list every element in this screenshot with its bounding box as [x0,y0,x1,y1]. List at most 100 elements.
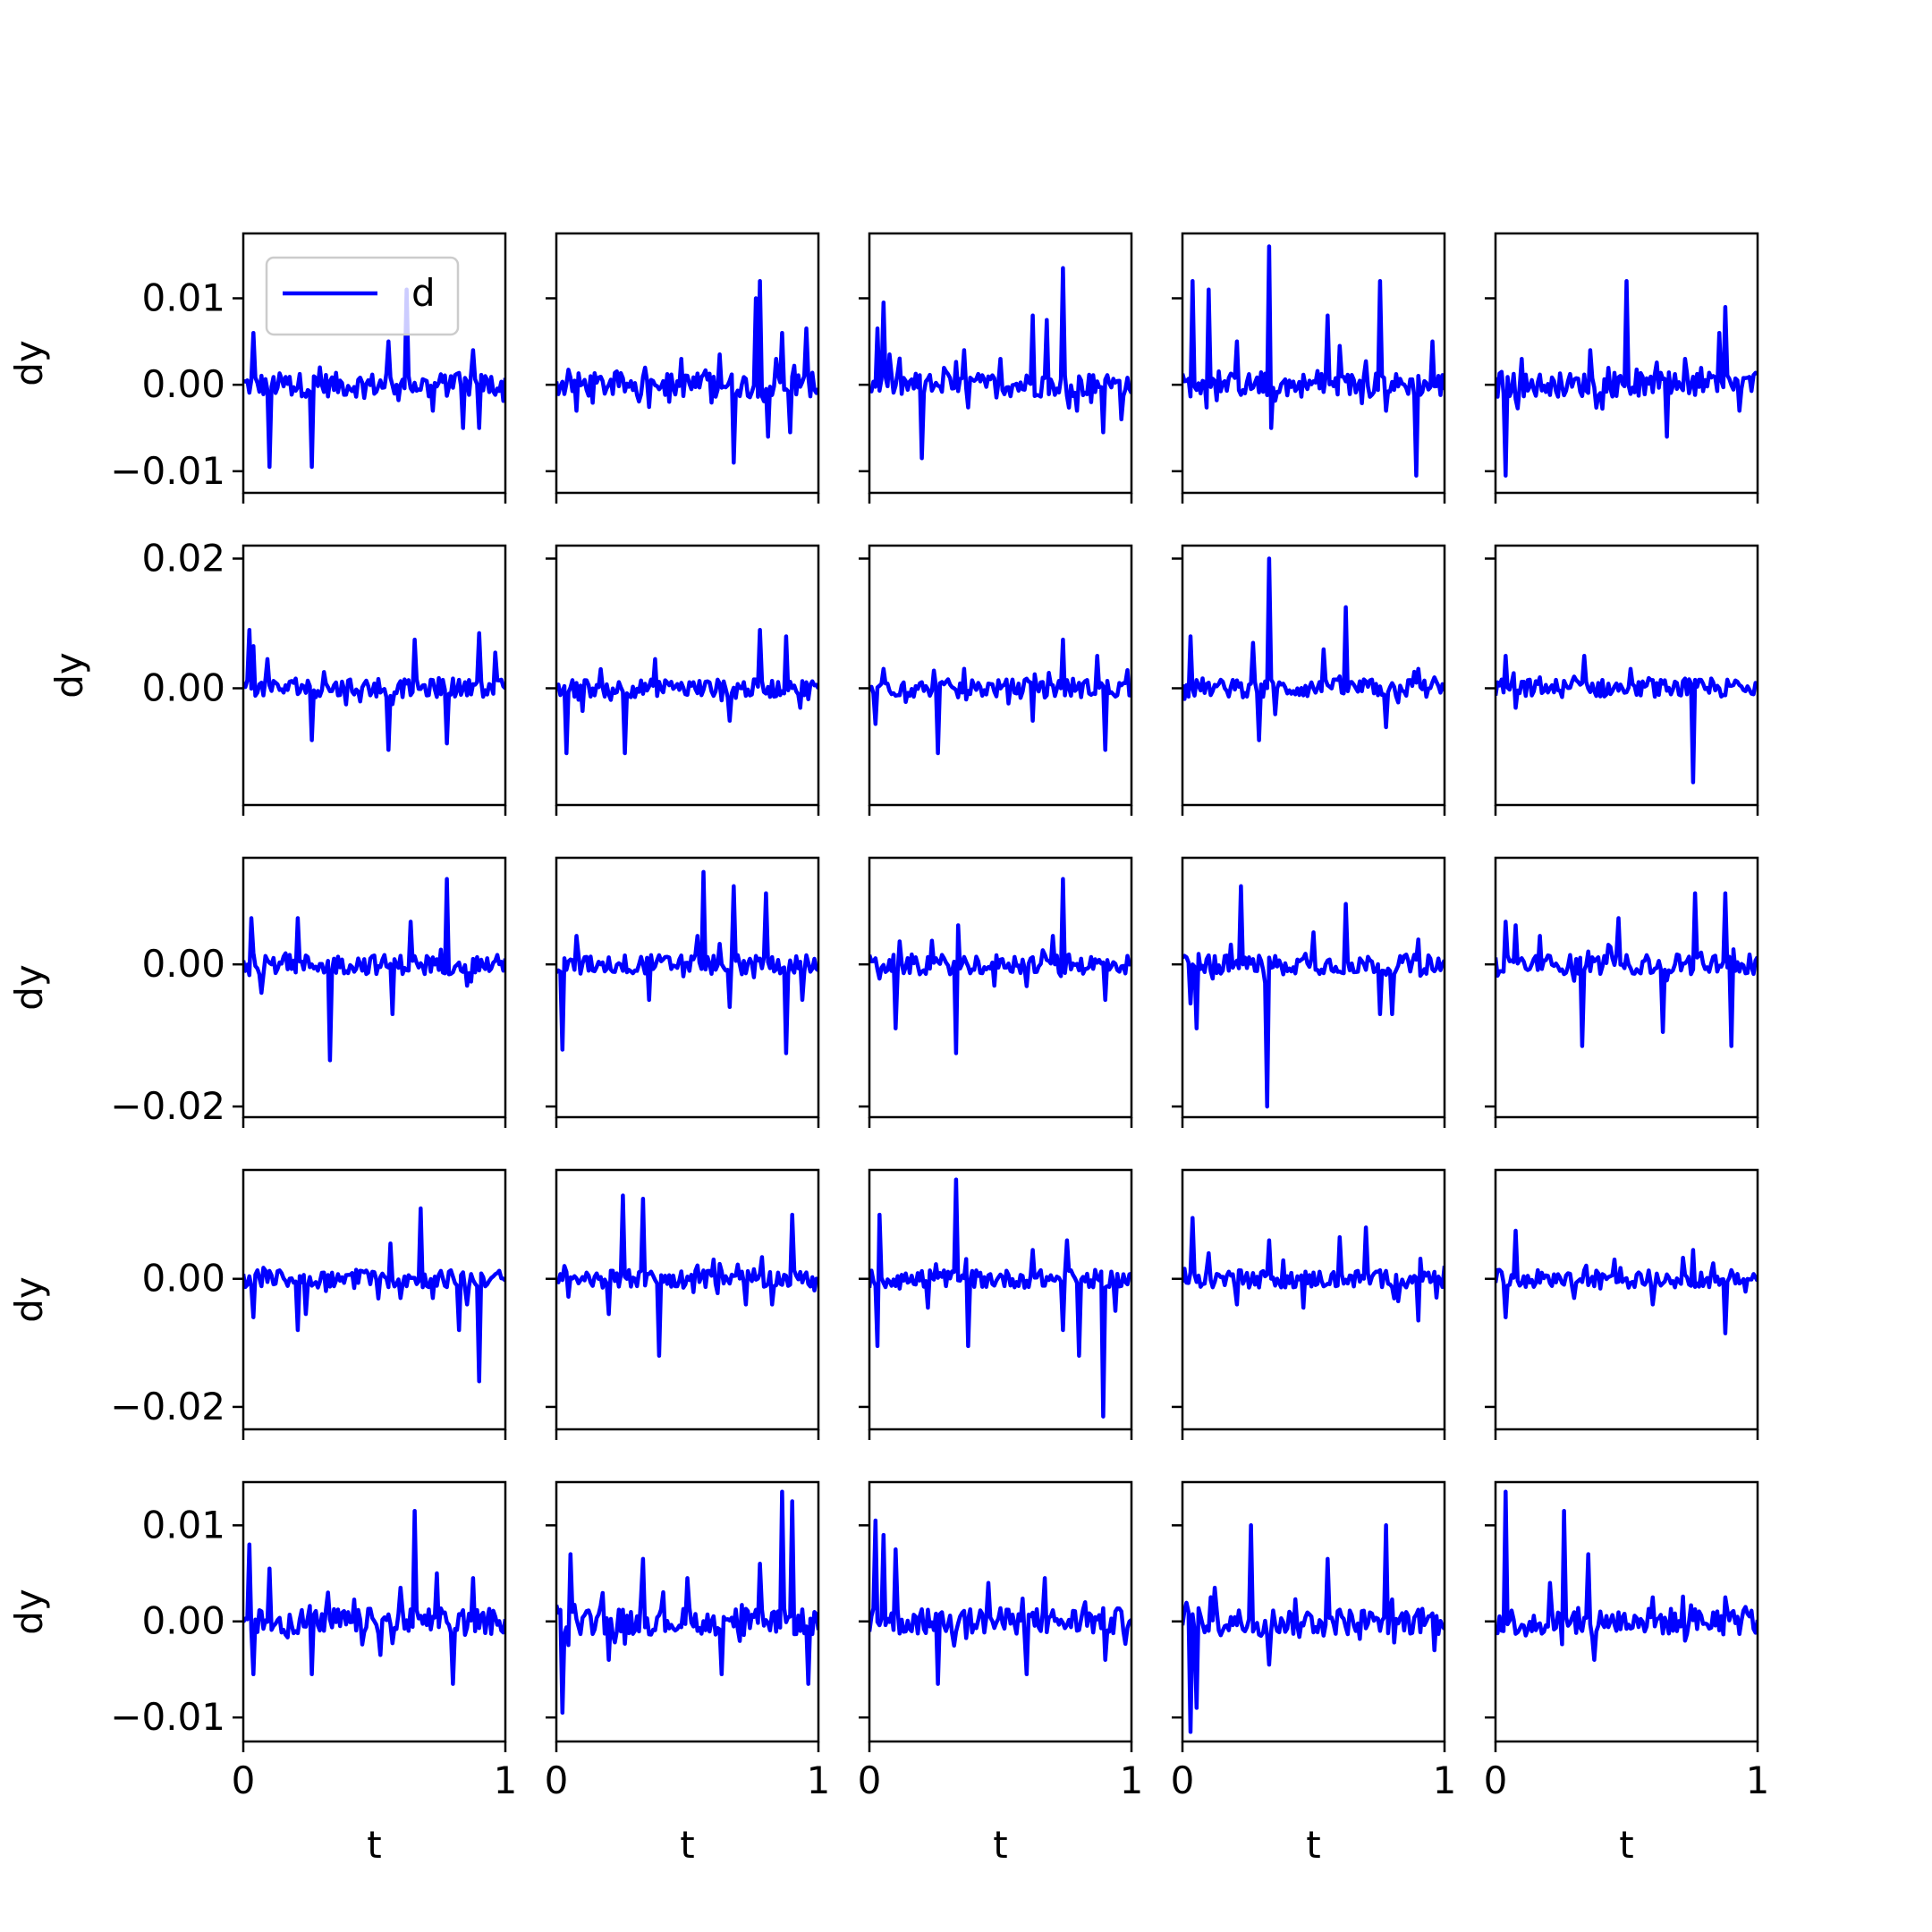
series-line-d [243,877,505,1063]
subplot-r1-c5 [1485,232,1759,504]
y-axis-label: dy [7,340,51,386]
series-line-d [869,1518,1131,1686]
axes-frame [555,1168,820,1431]
subplot-r4-c4 [1172,1168,1446,1440]
x-tick-label: 0 [1171,1758,1195,1802]
subplot-r3-c3 [859,856,1133,1128]
subplot-r2-c4 [1172,544,1446,816]
series-line-d [1182,1523,1445,1734]
subplot-r3-c1: −0.02 0.00 dy [7,856,507,1128]
series-line-d [869,1177,1131,1419]
x-tick-label: 1 [494,1758,518,1802]
subplot-r3-c2 [546,856,820,1128]
subplot-r4-c2 [546,1168,820,1440]
axes-frame [1181,544,1446,807]
subplot-r5-c2: 0 1 t [545,1480,831,1867]
axes-frame [1181,232,1446,495]
y-tick-label: −0.01 [110,1695,225,1739]
axes-frame [555,1480,820,1743]
subplot-r1-c1: −0.01 0.00 0.01 dy [7,232,507,504]
x-axis-label: t [1619,1823,1633,1867]
axes-frame [1494,1480,1759,1743]
y-tick-label: 0.01 [141,1503,225,1546]
subplot-r1-c3 [859,232,1133,504]
subplot-r4-c5 [1485,1168,1759,1440]
axes-frame [868,1168,1133,1431]
axes-frame [1181,1480,1446,1743]
x-tick-label: 1 [807,1758,831,1802]
axes-frame [242,232,507,495]
axes-frame [555,544,820,807]
subplot-r3-c5 [1485,856,1759,1128]
series-line-d [1182,556,1445,742]
legend-label: d [411,271,436,315]
y-tick-label: 0.00 [141,942,225,986]
subplot-r5-c5: 0 1 t [1484,1480,1770,1867]
subplot-r2-c1: 0.00 0.02 dy [47,537,507,816]
x-tick-label: 1 [1120,1758,1144,1802]
series-line-d [869,266,1131,461]
series-line-d [1496,278,1758,478]
series-line-d [556,278,818,465]
y-tick-label: −0.02 [110,1385,225,1428]
series-line-d [1182,884,1445,1109]
x-axis-label: t [993,1823,1007,1867]
axes-frame [1494,1168,1759,1431]
subplot-r5-c4: 0 1 t [1171,1480,1456,1867]
subplot-r5-c3: 0 1 t [858,1480,1144,1867]
axes-frame [1494,544,1759,807]
series-line-d [869,877,1131,1055]
axes-frame [242,1480,507,1743]
axes-frame [1494,856,1759,1119]
axes-frame [868,544,1133,807]
axes-frame [1181,1168,1446,1431]
x-axis-label: t [367,1823,381,1867]
subplot-r1-c4 [1172,232,1446,504]
subplot-r2-c3 [859,544,1133,816]
series-line-d [1496,654,1758,784]
axes-frame [555,856,820,1119]
series-line-d [1182,1216,1445,1323]
x-axis-label: t [680,1823,694,1867]
axes-frame [555,232,820,495]
y-tick-label: 0.00 [141,1257,225,1301]
x-tick-label: 0 [545,1758,569,1802]
series-line-d [556,628,818,756]
axes-frame [242,1168,507,1431]
series-line-d [556,1193,818,1358]
subplot-r4-c1: −0.02 0.00 dy [7,1168,507,1440]
axes-frame [868,232,1133,495]
y-tick-label: −0.02 [110,1084,225,1128]
series-line-d [243,1508,505,1686]
series-line-d [243,1206,505,1384]
subplot-r2-c2 [546,544,820,816]
x-tick-label: 1 [1746,1758,1770,1802]
y-axis-label: dy [7,964,51,1011]
y-axis-label: dy [7,1589,51,1635]
series-line-d [243,287,505,470]
y-axis-label: dy [47,652,91,699]
subplot-grid: −0.010.000.01dy0.000.02dy−0.020.00dy−0.0… [7,232,1770,1867]
axes-frame [242,544,507,807]
series-line-d [556,1489,818,1716]
series-line-d [556,869,818,1055]
x-tick-label: 0 [1484,1758,1508,1802]
x-tick-label: 0 [858,1758,882,1802]
subplot-r4-c3 [859,1168,1133,1440]
subplot-r2-c5 [1485,544,1759,816]
axes-frame [1494,232,1759,495]
y-tick-label: 0.00 [141,362,225,406]
axes-frame [1181,856,1446,1119]
subplot-r3-c4 [1172,856,1446,1128]
subplot-r1-c2 [546,232,820,504]
x-tick-label: 0 [232,1758,256,1802]
series-line-d [1182,244,1445,478]
y-axis-label: dy [7,1276,51,1323]
series-line-d [243,628,505,752]
subplot-r5-c1: −0.01 0.00 0.01 0 1 t dy [7,1480,518,1867]
series-line-d [869,637,1131,756]
axes-frame [242,856,507,1119]
y-tick-label: 0.00 [141,1599,225,1643]
x-axis-label: t [1306,1823,1320,1867]
